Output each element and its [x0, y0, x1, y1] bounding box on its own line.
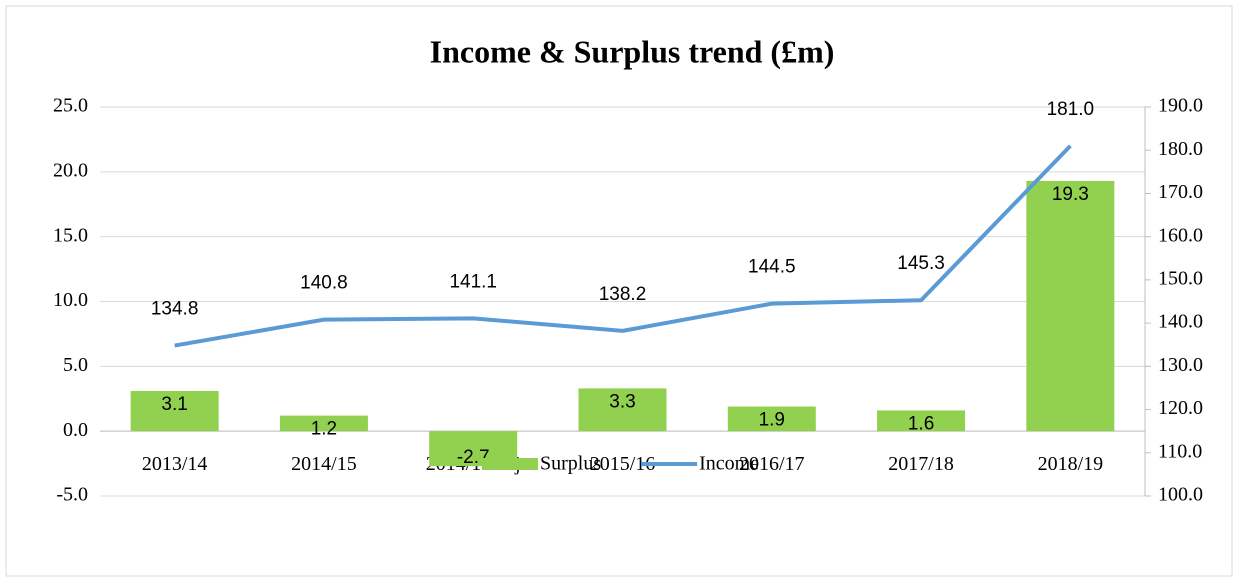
- data-label: 140.8: [300, 273, 348, 294]
- y2-tick-label: 160.0: [1158, 224, 1203, 246]
- x-tick-label: 2016/17: [739, 453, 805, 475]
- y2-tick-label: 120.0: [1158, 397, 1203, 419]
- chart-title: Income & Surplus trend (£m): [430, 33, 835, 69]
- x-tick-label: 2015/16: [590, 453, 656, 475]
- y2-tick-label: 190.0: [1158, 95, 1203, 117]
- y2-tick-label: 130.0: [1158, 354, 1203, 376]
- y2-tick-label: 110.0: [1158, 440, 1202, 462]
- y2-tick-label: 100.0: [1158, 484, 1203, 506]
- y2-tick-label: 180.0: [1158, 138, 1203, 160]
- legend-label: Income: [699, 453, 759, 475]
- y-tick-label: 10.0: [53, 289, 88, 311]
- data-label: 19.3: [1052, 184, 1089, 205]
- y-tick-label: -5.0: [56, 484, 88, 506]
- data-label: 144.5: [748, 257, 796, 278]
- y-tick-label: 0.0: [63, 419, 88, 441]
- data-label: 1.6: [908, 413, 934, 434]
- x-tick-label: 2013/14: [142, 453, 208, 475]
- y-tick-label: 20.0: [53, 159, 88, 181]
- legend-label: Surplus: [540, 453, 601, 475]
- data-label: 3.1: [161, 394, 187, 415]
- y-tick-label: 5.0: [63, 354, 88, 376]
- bar: [130, 390, 219, 432]
- data-label: 134.8: [151, 299, 199, 320]
- data-label: 3.3: [609, 391, 635, 412]
- x-tick-label: 2017/18: [888, 453, 954, 475]
- y-tick-label: 25.0: [53, 95, 88, 117]
- y2-tick-label: 140.0: [1158, 311, 1203, 333]
- data-label: 1.2: [311, 419, 337, 440]
- data-label: 145.3: [897, 253, 945, 274]
- y2-tick-label: 170.0: [1158, 181, 1203, 203]
- data-label: 181.0: [1047, 99, 1095, 120]
- y-tick-label: 15.0: [53, 224, 88, 246]
- data-label: 138.2: [599, 284, 647, 305]
- x-tick-label: 2014/15: [291, 453, 357, 475]
- bar: [578, 388, 667, 432]
- legend-swatch: [482, 458, 538, 470]
- data-label: -2.7: [457, 447, 490, 468]
- bar: [279, 415, 368, 432]
- bar: [727, 406, 816, 432]
- data-label: 141.1: [449, 271, 497, 292]
- x-tick-label: 2018/19: [1038, 453, 1104, 475]
- bar: [1026, 180, 1115, 432]
- data-label: 1.9: [759, 410, 785, 431]
- bar: [877, 410, 966, 432]
- y2-tick-label: 150.0: [1158, 267, 1203, 289]
- line: [174, 144, 1072, 348]
